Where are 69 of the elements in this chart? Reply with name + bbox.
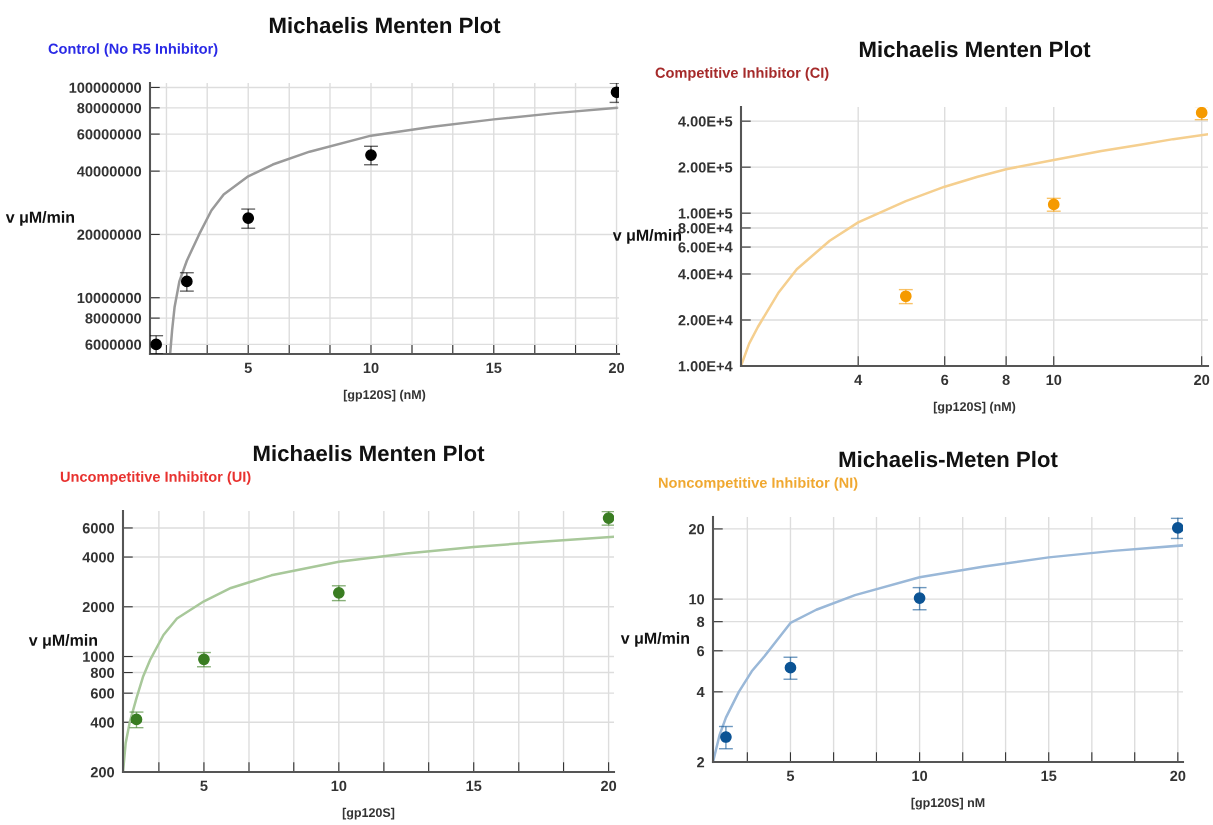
x-tick-label: 5: [200, 780, 208, 792]
x-tick-label: 20: [601, 780, 617, 792]
chart-subtitle: Noncompetitive Inhibitor (NI): [658, 477, 858, 491]
x-tick-label: 20: [608, 362, 625, 374]
y-tick-label: 1.00E+5: [678, 208, 733, 219]
y-tick-label: 6.00E+4: [678, 242, 733, 253]
y-tick-label: 1000: [83, 651, 115, 662]
y-tick-label: 4000: [82, 552, 115, 563]
y-tick-label: 2000: [82, 601, 115, 613]
x-tick-label: 8: [1002, 374, 1010, 386]
y-tick-label: 200: [90, 767, 115, 778]
x-axis-title: [gp120S] (nM): [343, 389, 426, 402]
y-tick-label: 800: [90, 667, 115, 678]
x-tick-label: 10: [363, 362, 379, 374]
y-axis-title: v μM/min: [620, 632, 690, 647]
chart-title: Michaelis Menten Plot: [253, 444, 485, 462]
x-tick-label: 10: [1046, 374, 1062, 386]
point: [365, 149, 377, 161]
chart-title: Michaelis Menten Plot: [859, 40, 1091, 58]
y-tick-label: 600: [90, 688, 115, 699]
y-tick-label: 4.00E+4: [678, 269, 733, 280]
y-tick-label: 40000000: [77, 166, 142, 177]
y-tick-label: 2: [697, 757, 705, 768]
y-tick-label: 8: [697, 616, 705, 628]
x-axis-title: [gp120S] (nM): [933, 401, 1016, 414]
x-tick-label: 10: [331, 780, 347, 792]
x-tick-label: 6: [941, 374, 949, 386]
y-tick-label: 20000000: [77, 229, 142, 240]
chart-subtitle: Uncompetitive Inhibitor (UI): [60, 471, 251, 485]
point: [1171, 522, 1183, 534]
y-tick-label: 4.00E+5: [678, 116, 733, 127]
y-tick-label: 60000000: [77, 129, 142, 140]
chart-subtitle: Control (No R5 Inhibitor): [48, 43, 218, 57]
y-tick-label: 100000000: [69, 82, 142, 93]
y-axis-title: v μM/min: [28, 634, 98, 649]
chart-subtitle: Competitive Inhibitor (CI): [655, 67, 829, 81]
x-tick-label: 20: [1194, 374, 1210, 386]
y-tick-label: 6000: [82, 523, 115, 534]
y-axis-title: v μM/min: [5, 211, 75, 226]
x-tick-label: 15: [1041, 770, 1057, 782]
point: [242, 212, 255, 225]
x-axis-title: [gp120S] nM: [911, 797, 985, 810]
y-tick-label: 80000000: [77, 102, 142, 114]
x-tick-label: 15: [466, 780, 482, 792]
x-tick-label: 5: [786, 770, 795, 782]
y-tick-label: 10000000: [77, 292, 142, 304]
point: [720, 731, 732, 743]
x-tick-label: 5: [244, 362, 252, 374]
x-axis-title: [gp120S]: [342, 807, 395, 820]
x-tick-label: 4: [854, 374, 863, 385]
point: [180, 275, 193, 288]
x-tick-label: 10: [912, 770, 928, 782]
chart-title: Michaelis Menten Plot: [269, 16, 501, 34]
y-tick-label: 4: [696, 687, 705, 698]
chart-title: Michaelis-Meten Plot: [839, 450, 1058, 468]
y-tick-label: 2.00E+5: [678, 162, 733, 173]
x-tick-label: 20: [1170, 770, 1186, 782]
y-tick-label: 2.00E+4: [678, 315, 733, 326]
y-tick-label: 10: [689, 594, 705, 605]
y-tick-label: 20: [688, 524, 705, 535]
point: [784, 661, 797, 674]
x-tick-label: 15: [486, 362, 502, 374]
y-tick-label: 1.00E+4: [678, 361, 733, 372]
y-tick-label: 8000000: [85, 313, 142, 324]
y-tick-label: 400: [90, 717, 115, 728]
point: [913, 592, 926, 604]
y-tick-label: 6: [697, 645, 705, 657]
y-tick-label: 6000000: [85, 339, 142, 350]
point: [150, 338, 162, 351]
